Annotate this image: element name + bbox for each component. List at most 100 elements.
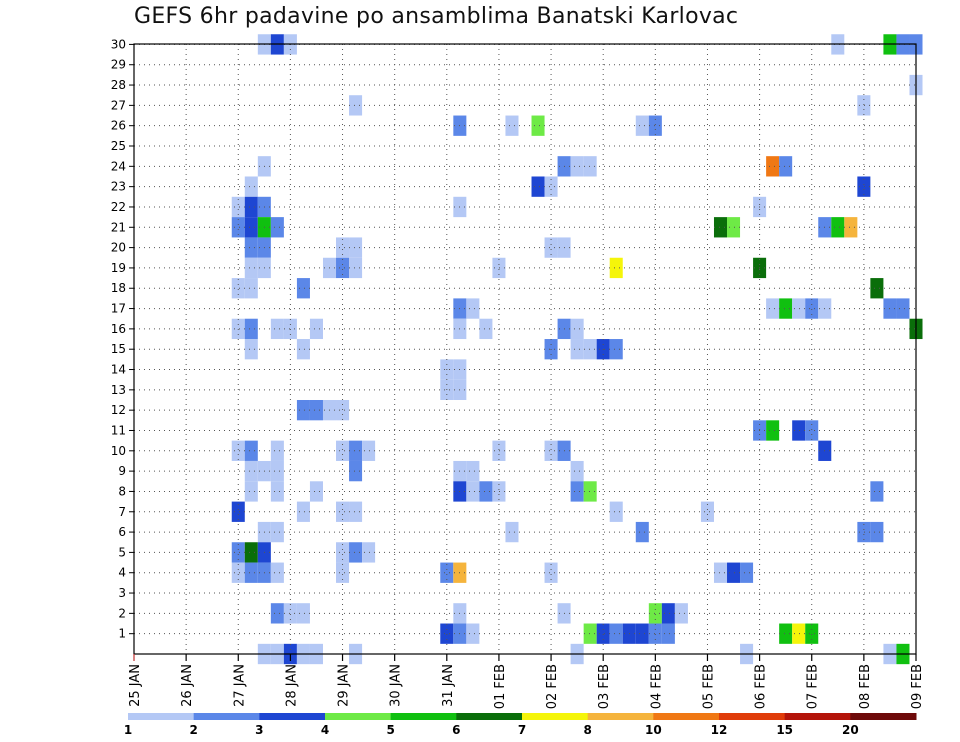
heatmap-cell	[492, 481, 506, 502]
x-tick-label: 26 JAN	[180, 664, 195, 707]
heatmap-cell	[648, 623, 662, 644]
legend-color-swatch	[587, 713, 654, 720]
heatmap-cell	[766, 420, 780, 441]
legend-color-swatch	[456, 713, 523, 720]
heatmap-cell	[244, 196, 258, 218]
legend-label: 7	[518, 723, 526, 737]
heatmap-cell	[270, 521, 284, 543]
x-tick-label: 03 FEB	[597, 664, 612, 709]
heatmap-cell	[544, 237, 558, 258]
heatmap-cell	[270, 562, 284, 583]
heatmap-cell	[362, 542, 376, 563]
y-tick-label: 28	[111, 78, 126, 92]
heatmap-cell	[857, 176, 871, 197]
y-tick-label: 22	[111, 200, 126, 214]
heatmap-cell	[309, 318, 323, 340]
heatmap-cell	[231, 440, 245, 461]
heatmap-cell	[309, 400, 323, 421]
heatmap-cell	[270, 460, 284, 482]
heatmap-cell	[466, 623, 480, 644]
heatmap-cell	[336, 237, 350, 258]
heatmap-cell	[244, 176, 258, 197]
y-tick-label: 10	[111, 444, 126, 458]
heatmap-cell	[896, 298, 910, 319]
heatmap-cell	[270, 440, 284, 461]
heatmap-cell	[270, 481, 284, 502]
heatmap-cell	[244, 481, 258, 502]
heatmap-cell	[740, 562, 754, 583]
heatmap-cell	[336, 440, 350, 461]
y-tick-label: 17	[111, 302, 126, 316]
heatmap-cell	[857, 95, 871, 116]
legend-color-swatch	[128, 713, 195, 720]
heatmap-cell	[570, 339, 584, 360]
heatmap-cell	[283, 603, 297, 624]
heatmap-cell	[505, 521, 519, 543]
heatmap-cell	[244, 339, 258, 360]
heatmap-cell	[792, 420, 806, 441]
y-tick-label: 30	[111, 37, 126, 51]
legend-color-swatch	[325, 713, 392, 720]
heatmap-cell	[440, 562, 454, 583]
heatmap-cell	[466, 481, 480, 502]
x-tick-label: 07 FEB	[806, 664, 821, 709]
legend-label: 5	[386, 723, 394, 737]
heatmap-cell	[531, 115, 545, 136]
heatmap-cell	[570, 481, 584, 502]
heatmap-cell	[609, 257, 623, 279]
heatmap-cell	[779, 623, 793, 644]
heatmap-cell	[583, 339, 597, 360]
heatmap-cell	[349, 237, 363, 258]
heatmap-cell	[648, 115, 662, 136]
heatmap-cell	[609, 339, 623, 360]
heatmap-cell	[870, 278, 884, 299]
heatmap-cell	[492, 257, 506, 279]
x-tick-label: 30 JAN	[389, 664, 404, 707]
heatmap-cell	[792, 623, 806, 644]
heatmap-cell	[713, 217, 728, 238]
heatmap-cell	[244, 257, 258, 279]
y-tick-label: 6	[118, 525, 126, 539]
heatmap-cell	[349, 95, 363, 116]
heatmap-cell	[727, 217, 741, 238]
y-tick-label: 20	[111, 241, 126, 255]
heatmap-cell	[492, 440, 506, 461]
heatmap-cell	[283, 318, 297, 340]
y-tick-label: 27	[111, 98, 126, 112]
x-tick-label: 31 JAN	[441, 664, 456, 707]
y-tick-label: 5	[118, 545, 126, 559]
heatmap-cell	[244, 440, 258, 461]
heatmap-cell	[296, 400, 310, 421]
heatmap-cell	[674, 603, 688, 624]
y-tick-label: 11	[111, 423, 126, 437]
heatmap-cell	[244, 217, 258, 238]
heatmap-cell	[831, 217, 845, 238]
heatmap-cell	[466, 298, 480, 319]
y-tick-label: 4	[118, 566, 126, 580]
heatmap-cell	[231, 278, 245, 299]
grid-layer	[134, 43, 916, 654]
heatmap-cell	[466, 460, 480, 482]
x-tick-label: 25 JAN	[128, 664, 143, 707]
heatmap-cell	[583, 156, 597, 177]
heatmap-cell	[713, 562, 728, 583]
legend-label: 1	[124, 723, 132, 737]
legend-label: 6	[452, 723, 460, 737]
legend-label: 3	[255, 723, 263, 737]
x-tick-label: 29 JAN	[337, 664, 352, 707]
legend-color-swatch	[784, 713, 851, 720]
y-tick-label: 16	[111, 322, 126, 336]
heatmap-cell	[805, 420, 819, 441]
heatmap-cell	[349, 440, 363, 461]
legend-color-swatch	[653, 713, 720, 720]
heatmap-cell	[505, 115, 519, 136]
heatmap-cell	[336, 400, 350, 421]
heatmap-cell	[531, 176, 545, 197]
x-tick-label: 08 FEB	[858, 664, 873, 709]
heatmap-cell	[596, 623, 610, 644]
heatmap-cell	[700, 501, 714, 522]
heatmap-cell	[296, 603, 310, 624]
heatmap-cell	[231, 501, 245, 522]
heatmap-cell	[244, 318, 258, 340]
heatmap-cell	[231, 318, 245, 340]
